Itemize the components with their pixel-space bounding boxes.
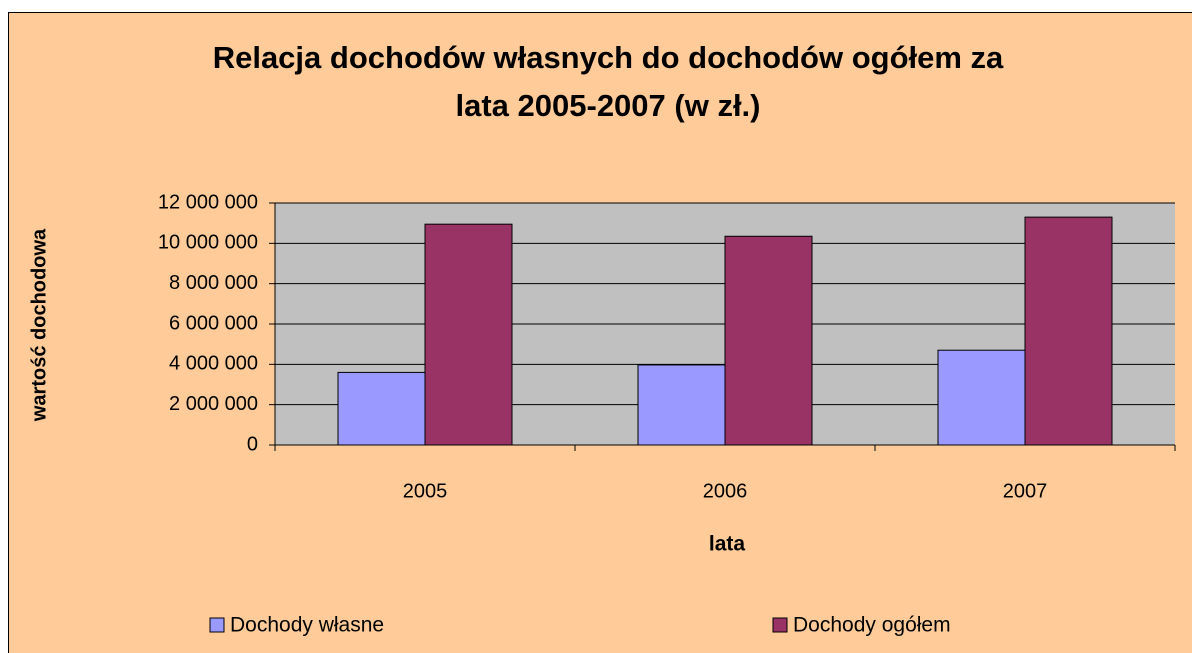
y-tick-label: 0: [247, 433, 258, 455]
legend-swatch: [772, 617, 788, 633]
bar: [724, 235, 813, 446]
y-tick-label: 6 000 000: [169, 312, 258, 334]
bar: [637, 364, 726, 446]
x-tick-label: 2006: [703, 480, 748, 502]
chart-title: Relacja dochodów własnych do dochodów og…: [213, 40, 1004, 75]
chart-title: lata 2005-2007 (w zł.): [456, 88, 761, 123]
bar: [1024, 216, 1113, 446]
bar: [937, 349, 1026, 446]
bar: [424, 223, 513, 446]
legend-label: Dochody własne: [230, 614, 384, 637]
y-axis-label: wartość dochodowa: [28, 228, 50, 422]
x-axis-label: lata: [709, 533, 746, 556]
y-tick-label: 10 000 000: [158, 232, 258, 254]
legend-label: Dochody ogółem: [793, 614, 951, 637]
y-tick-label: 12 000 000: [158, 191, 258, 213]
y-tick-label: 2 000 000: [169, 393, 258, 415]
x-tick-label: 2005: [403, 480, 448, 502]
legend-swatch: [209, 617, 225, 633]
y-tick-label: 4 000 000: [169, 353, 258, 375]
x-tick-label: 2007: [1003, 480, 1048, 502]
bar: [337, 371, 426, 446]
y-tick-label: 8 000 000: [169, 272, 258, 294]
